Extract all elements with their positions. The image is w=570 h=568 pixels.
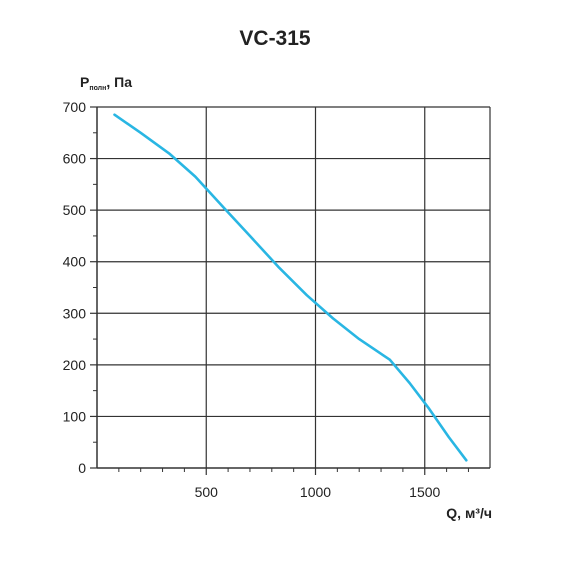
minor-ticks: [93, 132, 469, 472]
chart-title: VC-315: [239, 27, 311, 50]
y-tick-label: 400: [63, 254, 87, 270]
x-tick-label: 1000: [300, 484, 331, 500]
series-layer: [113, 113, 468, 462]
y-axis-label-main: P: [80, 74, 89, 90]
y-axis-label: Pполн, Па: [80, 74, 132, 92]
x-tick-label: 500: [195, 484, 219, 500]
y-tick-label: 0: [78, 460, 86, 476]
grid: [90, 106, 491, 475]
y-tick-label: 500: [63, 202, 87, 218]
x-axis-label: Q, м³/ч: [446, 505, 492, 521]
y-tick-label: 100: [63, 408, 87, 424]
y-tick-label: 600: [63, 151, 87, 167]
y-tick-label: 700: [63, 99, 87, 115]
y-tick-label: 300: [63, 305, 87, 321]
y-tick-label: 200: [63, 357, 87, 373]
y-axis-label-suffix: , Па: [106, 74, 132, 90]
series-line: [113, 113, 468, 462]
tick-labels: 0 100 200 300 400 500 600 700 500 1000 1500: [63, 99, 441, 500]
x-tick-label: 1500: [409, 484, 440, 500]
y-axis-label-subscript: полн: [89, 85, 106, 92]
